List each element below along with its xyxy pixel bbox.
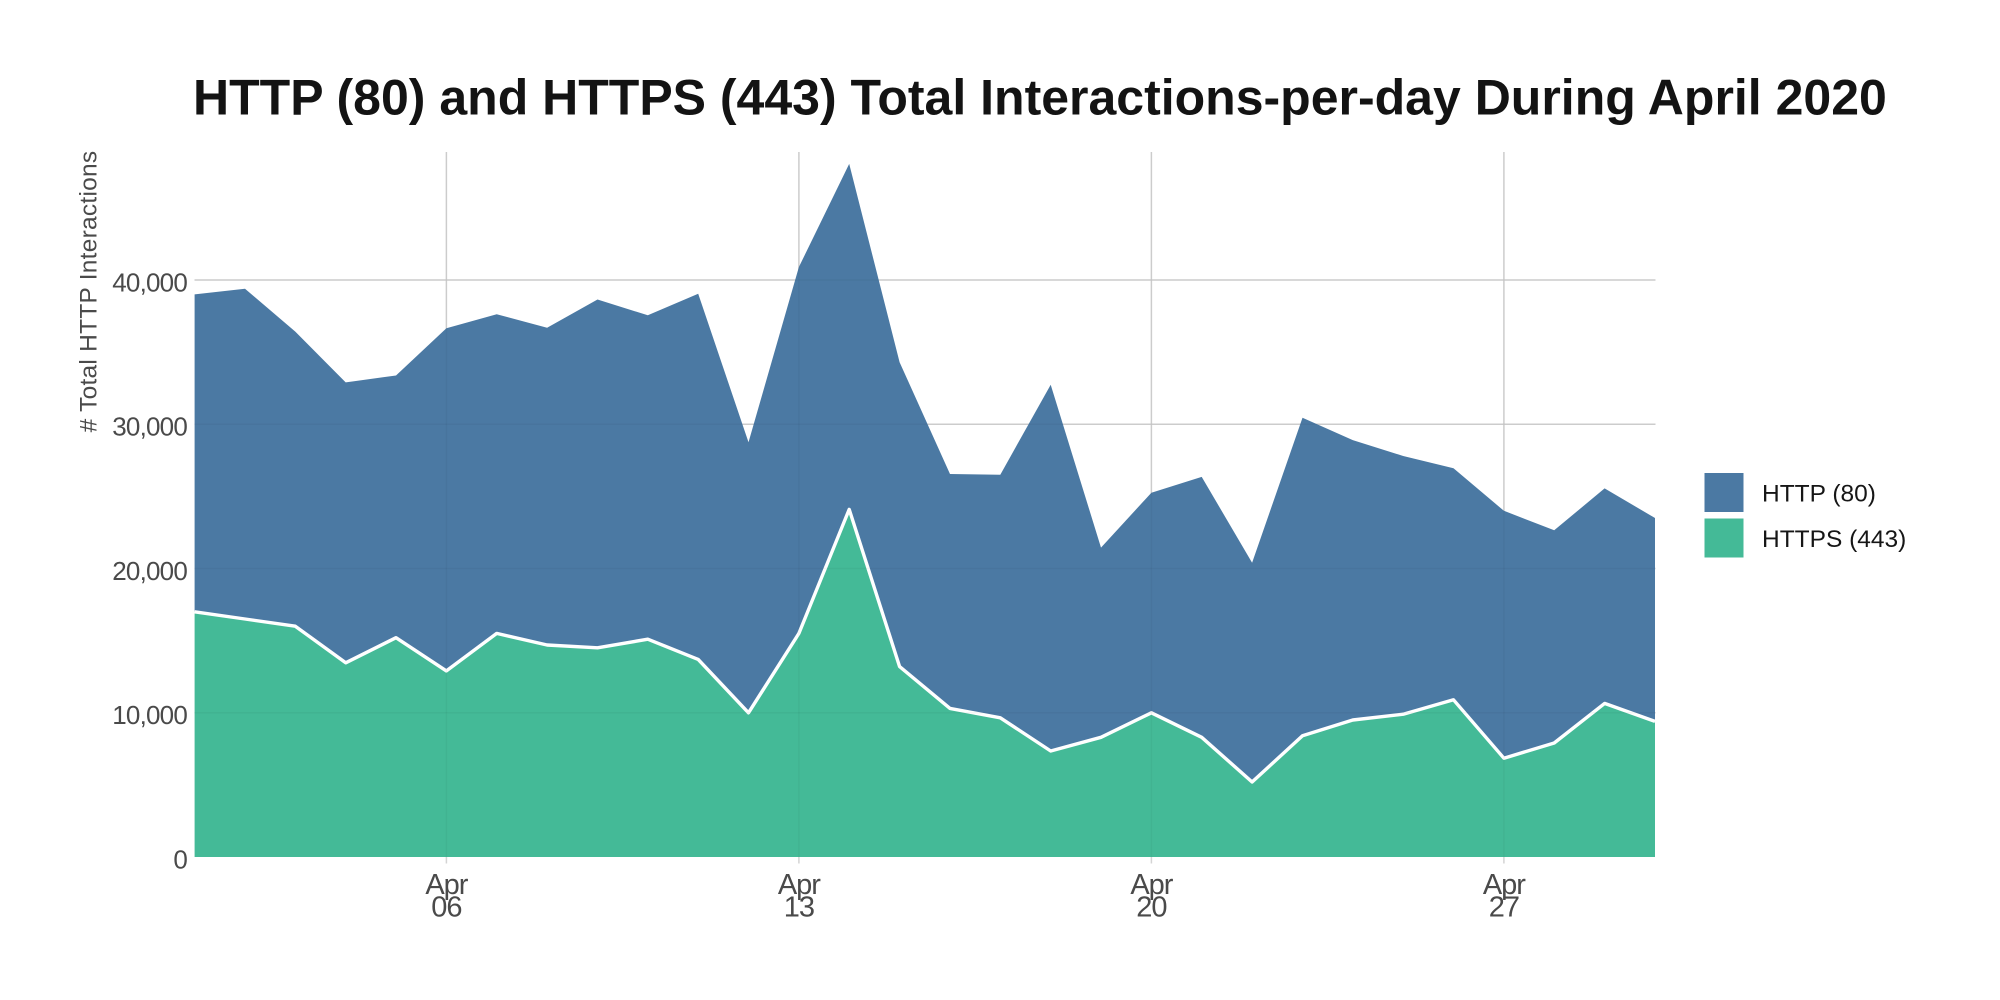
svg-text:0: 0	[173, 844, 187, 874]
svg-text:40,000: 40,000	[112, 267, 187, 297]
svg-text:Apr: Apr	[1130, 869, 1173, 901]
svg-text:Apr: Apr	[1483, 869, 1526, 901]
svg-text:20,000: 20,000	[112, 556, 187, 586]
svg-text:Apr: Apr	[778, 869, 821, 901]
svg-text:20: 20	[1136, 892, 1166, 924]
svg-text:27: 27	[1489, 892, 1519, 924]
svg-text:30,000: 30,000	[112, 412, 187, 442]
svg-text:# Total HTTP Interactions: # Total HTTP Interactions	[76, 151, 103, 433]
svg-text:06: 06	[431, 892, 461, 924]
svg-text:Apr: Apr	[425, 869, 468, 901]
svg-text:10,000: 10,000	[112, 700, 187, 730]
svg-text:HTTPS (443): HTTPS (443)	[1762, 526, 1906, 553]
svg-text:13: 13	[784, 892, 814, 924]
svg-text:HTTP (80) and HTTPS (443) Tota: HTTP (80) and HTTPS (443) Total Interact…	[193, 70, 1887, 126]
svg-text:HTTP (80): HTTP (80)	[1762, 481, 1876, 508]
